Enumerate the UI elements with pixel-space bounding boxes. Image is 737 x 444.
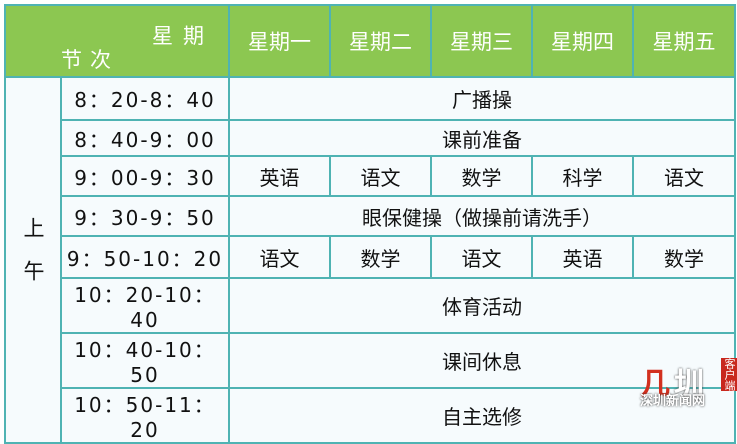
logo-text: 圳 [674,367,704,402]
logo-name: 深圳新闻网 [640,394,706,409]
subject-cell: 数学 [329,235,432,279]
time-cell: 10：40-10：50 [60,332,230,389]
time-cell: 10：50-11：20 [60,387,230,444]
table-row: 9：00-9：30 英语 语文 数学 科学 语文 [5,155,736,197]
time-cell: 8：20-8：40 [60,76,230,121]
day-header: 星期五 [632,4,736,78]
day-header: 星期一 [228,4,331,78]
day-header: 星期四 [531,4,634,78]
subject-cell: 语文 [430,235,533,279]
activity-cell: 体育活动 [228,277,736,334]
subject-cell: 数学 [632,235,736,279]
subject-cell: 语文 [228,235,331,279]
table-row: 8：40-9：00 课前准备 [5,119,736,157]
timetable: 星期 节次 星期一 星期二 星期三 星期四 星期五 上午 8：20-8：40 广… [4,4,736,444]
time-cell: 9：30-9：50 [60,195,230,237]
activity-cell: 广播操 [228,76,736,121]
corner-header: 星期 节次 [4,4,230,78]
logo-mark-icon: ⼏ [640,367,670,402]
activity-cell: 课间休息 [228,332,736,389]
subject-cell: 英语 [531,235,634,279]
watermark-logo: ⼏ 圳 客户端 深圳新闻网 [640,356,737,409]
period-label: 节次 [61,48,119,72]
table-row: 10：40-10：50 课间休息 [5,332,736,389]
day-header: 星期三 [430,4,533,78]
time-cell: 9：50-10：20 [60,235,230,279]
subject-cell: 语文 [329,155,432,197]
table-row: 上午 8：20-8：40 广播操 [4,76,736,444]
subject-cell: 科学 [531,155,634,197]
table-row: 10：20-10：40 体育活动 [5,277,736,334]
weekday-label: 星期 [152,24,214,48]
header-row: 星期 节次 星期一 星期二 星期三 星期四 星期五 [4,4,736,78]
time-cell: 10：20-10：40 [60,277,230,334]
table-row: 9：30-9：50 眼保健操（做操前请洗手） [5,195,736,237]
logo-side-label: 客户端 [721,358,737,391]
subject-cell: 英语 [228,155,331,197]
table-row: 10：50-11：20 自主选修 [5,387,736,444]
time-cell: 8：40-9：00 [60,119,230,157]
activity-cell: 眼保健操（做操前请洗手） [228,195,736,237]
morning-label: 上午 [4,76,61,444]
table-row: 9：50-10：20 语文 数学 语文 英语 数学 [5,235,736,279]
activity-cell: 课前准备 [228,119,736,157]
day-header: 星期二 [329,4,432,78]
time-cell: 9：00-9：30 [60,155,230,197]
subject-cell: 数学 [430,155,533,197]
subject-cell: 语文 [632,155,736,197]
